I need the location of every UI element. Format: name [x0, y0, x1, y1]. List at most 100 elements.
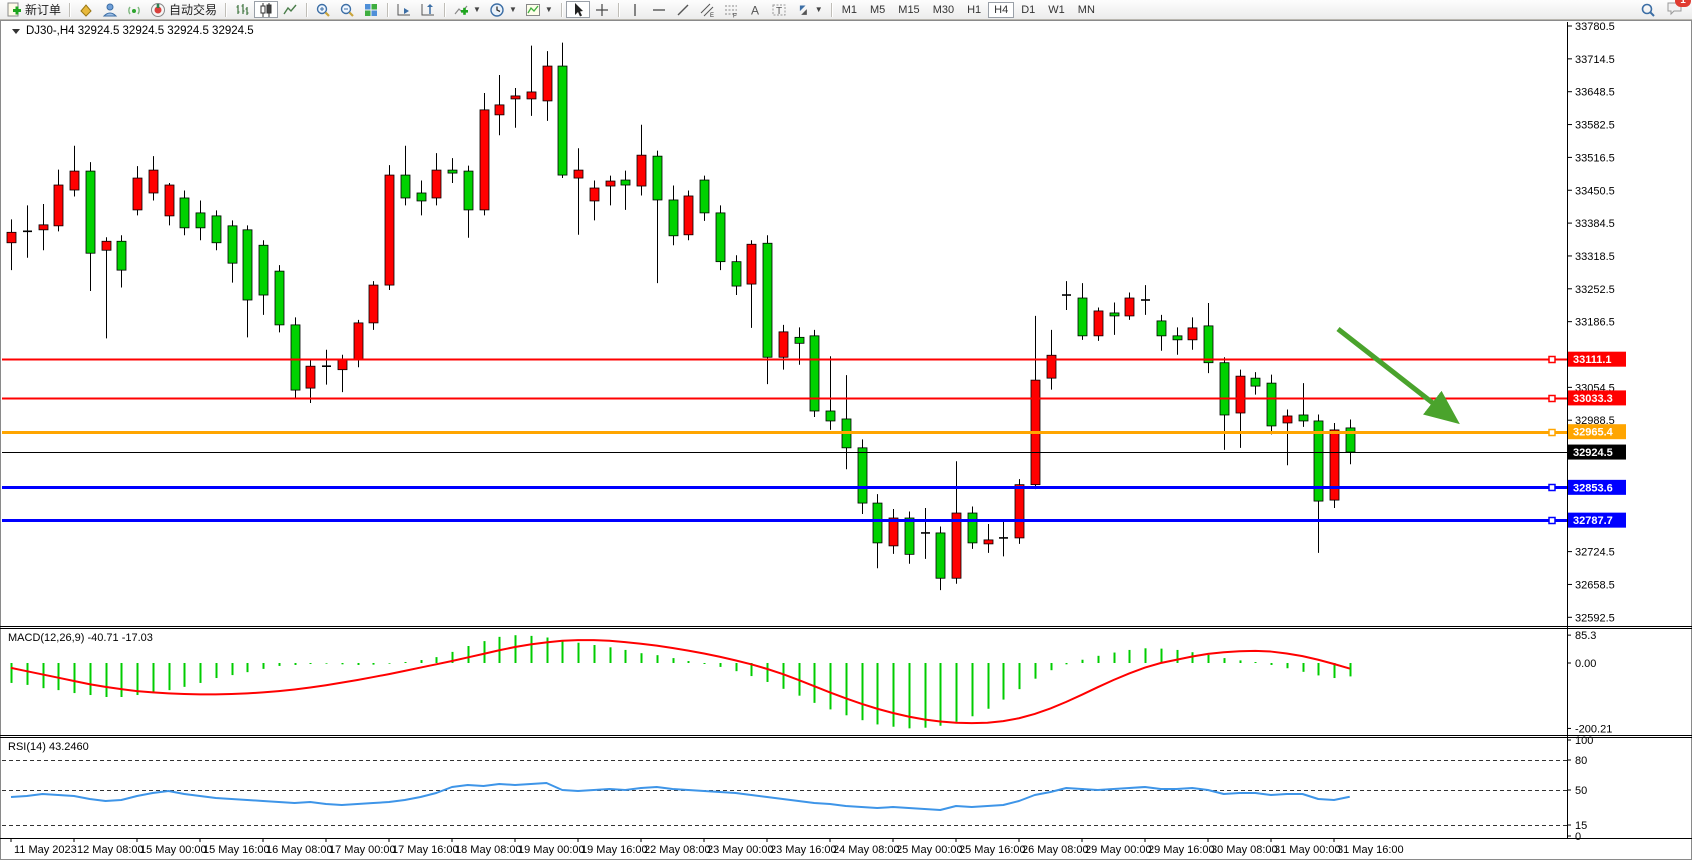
- time-label: 24 May 08:00: [833, 844, 900, 856]
- arrows-icon: [799, 4, 807, 15]
- zoom-out-button[interactable]: [335, 1, 359, 18]
- time-label: 26 May 08:00: [1022, 844, 1089, 856]
- timeframe-MN[interactable]: MN: [1072, 2, 1101, 18]
- auto-trading-button[interactable]: 自动交易: [146, 1, 221, 18]
- price-tick: 33648.5: [1575, 87, 1615, 99]
- bar-chart-mode-button[interactable]: [230, 1, 254, 18]
- horizontal-line-icon: [652, 8, 665, 11]
- time-label: 12 May 08:00: [77, 844, 144, 856]
- crosshair-tool-button[interactable]: [590, 1, 614, 18]
- dropdown-caret: ▼: [544, 5, 553, 14]
- text-label-tool[interactable]: T: [767, 1, 791, 18]
- time-label: 19 May 16:00: [581, 844, 648, 856]
- timeframe-W1[interactable]: W1: [1042, 2, 1071, 18]
- new-order-button[interactable]: 新订单: [2, 1, 65, 18]
- search-button[interactable]: [1636, 1, 1660, 18]
- indicators-icon: [454, 5, 469, 15]
- svg-text:A: A: [751, 3, 759, 17]
- macd-label: MACD(12,26,9) -40.71 -17.03: [8, 632, 153, 644]
- macd-axis-label: 0.00: [1575, 658, 1596, 670]
- fibonacci-icon: F: [724, 5, 737, 18]
- rsi-axis-label: 0: [1575, 831, 1581, 843]
- time-label: 11 May 2023: [14, 844, 77, 856]
- channel-tool[interactable]: E: [695, 1, 719, 18]
- time-label: 23 May 00:00: [707, 844, 774, 856]
- vertical-line-tool[interactable]: [623, 1, 647, 18]
- crosshair-icon: [595, 3, 608, 16]
- dropdown-caret: ▼: [508, 5, 517, 14]
- time-label: 18 May 08:00: [455, 844, 522, 856]
- toolbar-right: 1: [1636, 0, 1691, 19]
- text-tool[interactable]: A: [743, 1, 767, 18]
- time-label: 17 May 16:00: [392, 844, 459, 856]
- fibonacci-tool[interactable]: F: [719, 1, 743, 18]
- price-tick: 33252.5: [1575, 284, 1615, 296]
- separator: [306, 2, 308, 17]
- price-tick: 33384.5: [1575, 218, 1615, 230]
- timeframe-M15[interactable]: M15: [892, 2, 925, 18]
- timeframe-M5[interactable]: M5: [864, 2, 891, 18]
- time-label: 29 May 00:00: [1085, 844, 1152, 856]
- time-label: 17 May 00:00: [329, 844, 396, 856]
- indicators-button[interactable]: ▼: [449, 1, 485, 18]
- rsi-label: RSI(14) 43.2460: [8, 741, 89, 753]
- separator: [444, 2, 446, 17]
- auto-trading-label: 自动交易: [169, 3, 218, 17]
- rsi-axis-label: 100: [1575, 735, 1593, 747]
- rsi-axis-label: 15: [1575, 820, 1587, 832]
- search-icon: [1641, 3, 1655, 17]
- rsi-axis-label: 80: [1575, 755, 1587, 767]
- macd-axis-label: -200.21: [1575, 723, 1612, 735]
- price-tick: 32592.5: [1575, 612, 1615, 624]
- template-icon: [525, 3, 540, 16]
- profile-button[interactable]: [98, 1, 122, 18]
- price-tick: 33582.5: [1575, 120, 1615, 132]
- cursor-icon: [574, 2, 583, 16]
- trendline-tool[interactable]: [671, 1, 695, 18]
- price-tick: 33450.5: [1575, 185, 1615, 197]
- separator: [225, 2, 227, 17]
- zoom-out-icon: [340, 3, 354, 17]
- line-chart-icon: [283, 4, 297, 14]
- candlestick-mode-button[interactable]: [254, 1, 279, 18]
- time-label: 16 May 08:00: [266, 844, 333, 856]
- time-label: 29 May 16:00: [1148, 844, 1215, 856]
- cursor-tool-button[interactable]: [565, 1, 590, 18]
- price-badge: 33033.3: [1573, 393, 1613, 405]
- timeframe-M1[interactable]: M1: [836, 2, 863, 18]
- trendline-icon: [677, 4, 689, 15]
- separator: [69, 2, 71, 17]
- timeframe-M30[interactable]: M30: [927, 2, 960, 18]
- auto-scroll-icon: [397, 3, 411, 15]
- timeframe-H4[interactable]: H4: [988, 1, 1015, 18]
- new-order-icon: [7, 2, 21, 16]
- notification-badge: 1: [1675, 0, 1691, 7]
- periods-button[interactable]: ▼: [485, 1, 521, 18]
- horizontal-line-tool[interactable]: [647, 1, 671, 18]
- line-chart-mode-button[interactable]: [278, 1, 302, 18]
- equidistant-channel-icon: E: [700, 3, 714, 18]
- timeframe-H1[interactable]: H1: [961, 2, 987, 18]
- chart-canvas[interactable]: 33780.5 33714.5 33648.5 33582.5 33516.5 33450…: [0, 20, 1692, 862]
- price-tick: 33318.5: [1575, 251, 1615, 263]
- arrows-tool[interactable]: ▼: [791, 1, 827, 18]
- bar-chart-icon: [236, 3, 249, 15]
- chart-shift-button[interactable]: [416, 1, 440, 18]
- signals-button[interactable]: [122, 1, 146, 18]
- zoom-in-icon: [316, 3, 330, 17]
- price-tick: 32724.5: [1575, 547, 1615, 559]
- timeframe-D1[interactable]: D1: [1015, 2, 1041, 18]
- vertical-line-icon: [634, 3, 636, 16]
- dropdown-caret: ▼: [814, 5, 823, 14]
- price-badge: 32924.5: [1573, 447, 1613, 459]
- time-label: 19 May 00:00: [518, 844, 585, 856]
- price-tick: 33516.5: [1575, 152, 1615, 164]
- notifications[interactable]: 1: [1666, 0, 1691, 19]
- price-badge: 32853.6: [1573, 482, 1613, 494]
- templates-button[interactable]: ▼: [521, 1, 557, 18]
- styles-bucket-button[interactable]: [74, 1, 98, 18]
- tile-windows-button[interactable]: [359, 1, 383, 18]
- paint-bucket-icon: [80, 3, 92, 17]
- zoom-in-button[interactable]: [311, 1, 335, 18]
- auto-scroll-button[interactable]: [392, 1, 416, 18]
